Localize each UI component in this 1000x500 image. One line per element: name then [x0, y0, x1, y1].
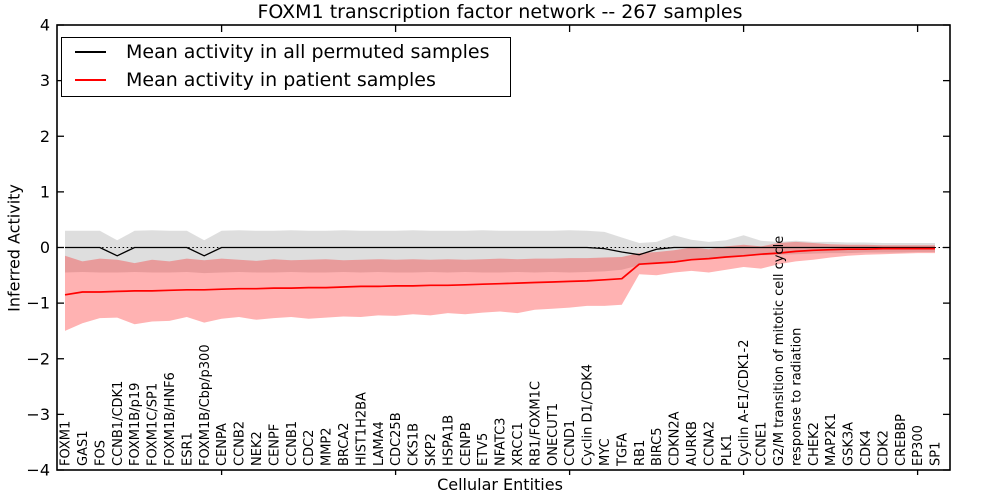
x-category-label: G2/M transition of mitotic cell cycle [772, 236, 787, 466]
x-axis-label: Cellular Entities [437, 475, 563, 494]
legend-label-permuted: Mean activity in all permuted samples [126, 41, 490, 63]
x-category-label: CKS1B [407, 423, 422, 466]
y-tick-label: 3 [40, 71, 50, 90]
x-category-label: CCNB2 [233, 421, 248, 466]
x-category-label: CDK4 [859, 430, 874, 466]
y-tick-label: −2 [26, 349, 50, 368]
y-tick-label: 1 [40, 182, 50, 201]
x-category-label: CDC2 [302, 430, 317, 466]
x-category-label: PLK1 [720, 434, 735, 466]
x-category-label: SP1 [929, 442, 944, 466]
y-tick-label: −3 [26, 405, 50, 424]
y-tick-label: −4 [26, 461, 50, 480]
x-category-label: HIST1H2BA [354, 392, 369, 466]
x-category-label: Cyclin D1/CDK4 [581, 364, 596, 466]
patient-mean-line [64, 247, 935, 296]
x-category-label: CREBBP [894, 414, 909, 466]
x-category-label: HSPA1B [441, 415, 456, 466]
x-category-label: MYC [598, 438, 613, 466]
x-category-label: BRCA2 [337, 422, 352, 466]
y-axis-label: Inferred Activity [4, 184, 24, 312]
x-category-label: NEK2 [250, 431, 265, 466]
x-category-label: FOXM1 [59, 421, 74, 466]
legend-item-permuted: Mean activity in all permuted samples [62, 38, 510, 66]
legend-item-patient: Mean activity in patient samples [62, 66, 510, 94]
x-category-label: LAMA4 [372, 421, 387, 466]
x-category-label: MAP2K1 [824, 413, 839, 466]
y-tick-label: 2 [40, 127, 50, 146]
y-tick-label: −1 [26, 294, 50, 313]
x-category-label: RB1 [633, 440, 648, 466]
patient-line-swatch [75, 79, 106, 81]
x-category-label: CDC25B [389, 412, 404, 466]
x-category-label: CHEK2 [807, 422, 822, 466]
x-category-label: ONECUT1 [546, 403, 561, 466]
x-category-label: CENPF [267, 424, 282, 466]
x-category-label: CENPA [215, 423, 230, 466]
permuted-line-swatch [75, 51, 106, 53]
x-category-label: response to radiation [789, 328, 804, 466]
x-category-label: CCNB1/CDK1 [111, 381, 126, 466]
x-category-label: XRCC1 [511, 422, 526, 466]
x-category-label: GAS1 [76, 431, 91, 467]
x-category-label: CCNE1 [755, 422, 770, 466]
x-category-label: GSK3A [842, 422, 857, 466]
chart-title: FOXM1 transcription factor network -- 26… [257, 1, 743, 23]
x-category-label: NFATC3 [494, 418, 509, 466]
x-category-label: ETV5 [476, 433, 491, 466]
patient-confidence-band [65, 241, 935, 331]
permuted-mean-line [65, 246, 935, 257]
x-category-label: AURKB [685, 421, 700, 466]
x-category-label: CCND1 [563, 420, 578, 466]
x-category-label: Cyclin A-E1/CDK1-2 [737, 339, 752, 466]
x-category-label: CDKN2A [668, 411, 683, 466]
y-tick-label: 0 [40, 238, 50, 257]
x-category-label: EP300 [911, 425, 926, 466]
y-tick-label: 4 [40, 16, 50, 35]
x-category-label: CCNB1 [285, 421, 300, 466]
permuted-confidence-band [65, 230, 935, 274]
x-category-label: FOXM1B/Cbp/p300 [198, 344, 213, 466]
x-category-label: FOXM1B/HNF6 [163, 372, 178, 466]
x-category-label: BIRC5 [650, 428, 665, 467]
x-category-label: TGFA [615, 433, 630, 467]
x-category-label: FOXM1C/SP1 [146, 383, 161, 466]
x-category-label: SKP2 [424, 433, 439, 466]
x-category-label: ESR1 [180, 432, 195, 466]
legend: Mean activity in all permuted samples Me… [61, 37, 511, 97]
legend-label-patient: Mean activity in patient samples [126, 69, 436, 91]
x-category-label: CENPB [459, 422, 474, 466]
x-category-label: CDK2 [876, 430, 891, 466]
x-category-label: FOS [93, 440, 108, 466]
x-category-label: FOXM1B/p19 [128, 383, 143, 466]
x-category-label: MMP2 [320, 427, 335, 466]
x-category-label: RB1/FOXM1C [528, 381, 543, 466]
x-category-label: CCNA2 [702, 421, 717, 466]
